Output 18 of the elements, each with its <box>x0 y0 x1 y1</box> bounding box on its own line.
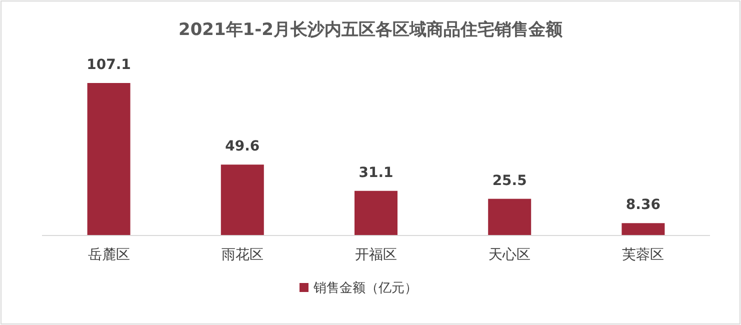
bar <box>87 83 130 235</box>
data-label: 31.1 <box>358 164 394 181</box>
x-tick-label: 芙蓉区 <box>622 247 664 263</box>
bar <box>220 164 264 235</box>
chart-title: 2021年1-2月长沙内五区各区域商品住宅销售金额 <box>178 20 564 40</box>
legend-label: 销售金额（亿元） <box>312 281 418 296</box>
x-tick-label: 开福区 <box>355 247 397 263</box>
bar <box>622 223 665 235</box>
x-tick-label: 天心区 <box>488 247 531 263</box>
data-label: 107.1 <box>86 57 131 73</box>
data-label: 49.6 <box>225 138 260 155</box>
x-tick-label: 雨花区 <box>221 247 264 263</box>
销售金额（亿元）: 107.1 49.6 31.1 25.5 8.36 <box>86 57 665 235</box>
data-label: 8.36 <box>626 197 660 214</box>
data-label: 25.5 <box>492 172 527 189</box>
bar <box>354 190 398 235</box>
x-tick-label: 岳麓区 <box>88 247 130 263</box>
bar <box>488 198 532 235</box>
